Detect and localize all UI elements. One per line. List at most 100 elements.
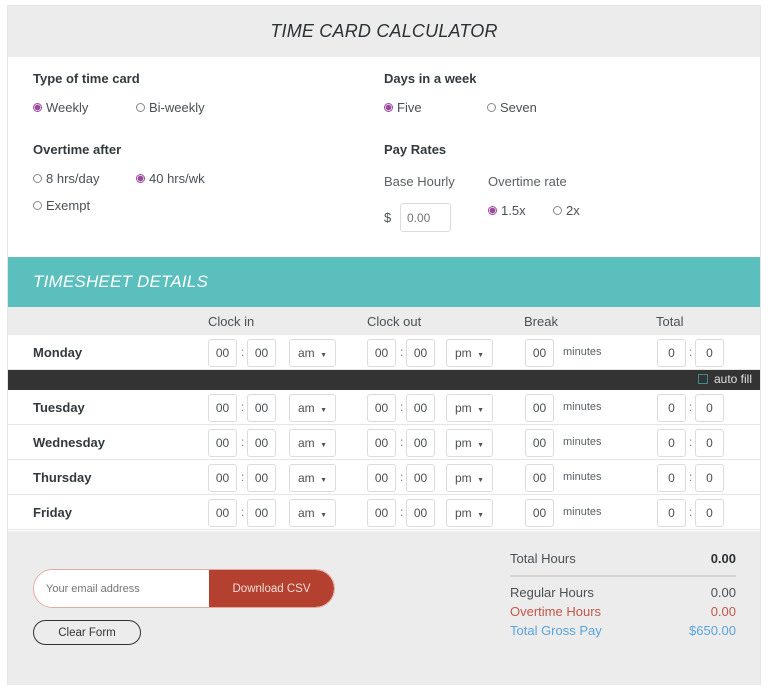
radio-label: Five — [397, 100, 422, 115]
overtime-hours-row: Overtime Hours 0.00 — [510, 602, 736, 621]
clock-in-ampm-select[interactable]: am ▼ — [289, 394, 336, 422]
radio-8-hrs-day[interactable]: 8 hrs/day — [33, 171, 99, 186]
clock-in-hour-input[interactable]: 00 — [208, 429, 237, 457]
colon-separator: : — [241, 400, 245, 414]
autofill-toggle[interactable]: auto fill — [697, 372, 752, 386]
time-card-type-label: Type of time card — [33, 71, 140, 86]
caret-down-icon: ▼ — [320, 512, 327, 519]
clock-out-ampm-select[interactable]: pm ▼ — [446, 339, 493, 367]
clock-out-ampm-select[interactable]: pm ▼ — [446, 429, 493, 457]
days-in-week-label: Days in a week — [384, 71, 477, 86]
clock-out-ampm-select[interactable]: pm ▼ — [446, 394, 493, 422]
clock-in-minute-input[interactable]: 00 — [247, 394, 276, 422]
caret-down-icon: ▼ — [477, 477, 484, 484]
radio-bi-weekly[interactable]: Bi-weekly — [136, 100, 205, 115]
caret-down-icon: ▼ — [477, 442, 484, 449]
radio-exempt[interactable]: Exempt — [33, 198, 90, 213]
radio-seven[interactable]: Seven — [487, 100, 537, 115]
base-hourly-label: Base Hourly — [384, 174, 455, 189]
break-minutes-input[interactable]: 00 — [525, 429, 554, 457]
radio-label: 1.5x — [501, 203, 526, 218]
radio-weekly[interactable]: Weekly — [33, 100, 88, 115]
regular-hours-row: Regular Hours 0.00 — [510, 583, 736, 602]
caret-down-icon: ▼ — [477, 352, 484, 359]
clock-out-minute-input[interactable]: 00 — [406, 339, 435, 367]
radio-1-5x[interactable]: 1.5x — [488, 203, 526, 218]
ampm-value: am — [298, 346, 315, 360]
radio-40-hrs-wk[interactable]: 40 hrs/wk — [136, 171, 205, 186]
timesheet-row-friday: Friday 00 : 00 am ▼ 00 : 00 pm ▼ 00 minu… — [8, 495, 760, 530]
minutes-label: minutes — [563, 346, 602, 358]
clock-in-ampm-select[interactable]: am ▼ — [289, 339, 336, 367]
overtime-hours-value: 0.00 — [710, 604, 736, 619]
colon-separator: : — [689, 400, 693, 414]
radio-five[interactable]: Five — [384, 100, 422, 115]
gross-pay-row: Total Gross Pay $650.00 — [510, 621, 736, 640]
ampm-value: am — [298, 401, 315, 415]
clock-out-minute-input[interactable]: 00 — [406, 464, 435, 492]
email-download-group: Download CSV — [33, 569, 335, 608]
clear-form-button[interactable]: Clear Form — [33, 620, 141, 645]
base-hourly-input[interactable] — [400, 203, 451, 232]
clock-out-hour-input[interactable]: 00 — [367, 499, 396, 527]
clock-in-minute-input[interactable]: 00 — [247, 499, 276, 527]
clock-out-minute-input[interactable]: 00 — [406, 499, 435, 527]
total-hours-box: 0 — [657, 429, 686, 457]
clock-in-minute-input[interactable]: 00 — [247, 429, 276, 457]
column-headers: Clock in Clock out Break Total — [8, 307, 760, 335]
clock-out-hour-input[interactable]: 00 — [367, 429, 396, 457]
ampm-value: pm — [455, 471, 472, 485]
radio-label: Weekly — [46, 100, 89, 115]
radio-2x[interactable]: 2x — [553, 203, 580, 218]
col-clock-out: Clock out — [367, 314, 422, 329]
total-hours-box: 0 — [657, 464, 686, 492]
clock-out-ampm-select[interactable]: pm ▼ — [446, 499, 493, 527]
clock-in-ampm-select[interactable]: am ▼ — [289, 429, 336, 457]
gross-pay-label: Total Gross Pay — [510, 623, 602, 638]
day-label: Monday — [33, 345, 83, 360]
clock-out-hour-input[interactable]: 00 — [367, 339, 396, 367]
email-input[interactable] — [34, 570, 209, 607]
ampm-value: am — [298, 506, 315, 520]
clock-out-hour-input[interactable]: 00 — [367, 464, 396, 492]
clock-in-hour-input[interactable]: 00 — [208, 394, 237, 422]
ampm-value: pm — [455, 346, 472, 360]
radio-label: Seven — [500, 100, 537, 115]
settings-panel: Type of time card Weekly Bi-weekly Days … — [8, 57, 760, 257]
day-label: Wednesday — [33, 435, 106, 450]
radio-unchecked-icon — [553, 206, 562, 215]
ampm-value: pm — [455, 436, 472, 450]
ampm-value: pm — [455, 401, 472, 415]
clock-in-hour-input[interactable]: 00 — [208, 499, 237, 527]
total-hours-row: Total Hours 0.00 — [510, 549, 736, 568]
minutes-label: minutes — [563, 436, 602, 448]
break-minutes-input[interactable]: 00 — [525, 339, 554, 367]
time-card-calculator: TIME CARD CALCULATOR Type of time card W… — [7, 5, 761, 685]
clock-in-hour-input[interactable]: 00 — [208, 464, 237, 492]
timesheet-header: TIMESHEET DETAILS — [8, 257, 760, 307]
clock-out-ampm-select[interactable]: pm ▼ — [446, 464, 493, 492]
overtime-rate-label: Overtime rate — [488, 174, 567, 189]
col-clock-in: Clock in — [208, 314, 255, 329]
checkbox-icon[interactable] — [697, 374, 708, 384]
day-label: Thursday — [33, 470, 92, 485]
clock-in-minute-input[interactable]: 00 — [247, 464, 276, 492]
clock-in-ampm-select[interactable]: am ▼ — [289, 464, 336, 492]
clock-in-hour-input[interactable]: 00 — [208, 339, 237, 367]
break-minutes-input[interactable]: 00 — [525, 394, 554, 422]
clock-in-ampm-select[interactable]: am ▼ — [289, 499, 336, 527]
clock-out-minute-input[interactable]: 00 — [406, 429, 435, 457]
total-minutes-box: 0 — [695, 339, 724, 367]
break-minutes-input[interactable]: 00 — [525, 499, 554, 527]
clock-out-minute-input[interactable]: 00 — [406, 394, 435, 422]
colon-separator: : — [400, 505, 404, 519]
break-minutes-input[interactable]: 00 — [525, 464, 554, 492]
clock-in-minute-input[interactable]: 00 — [247, 339, 276, 367]
caret-down-icon: ▼ — [477, 407, 484, 414]
col-break: Break — [524, 314, 558, 329]
download-csv-button[interactable]: Download CSV — [209, 570, 334, 607]
total-minutes-box: 0 — [695, 394, 724, 422]
total-minutes-box: 0 — [695, 464, 724, 492]
clock-out-hour-input[interactable]: 00 — [367, 394, 396, 422]
radio-label: 8 hrs/day — [46, 171, 100, 186]
